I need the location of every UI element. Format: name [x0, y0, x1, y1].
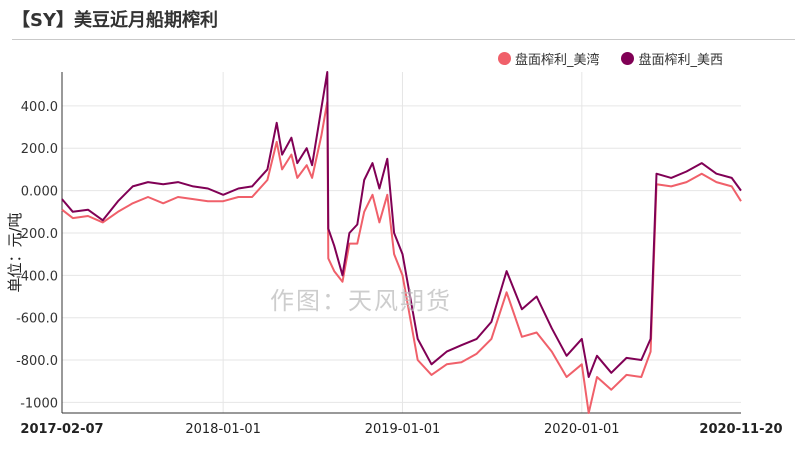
- y-axis-label: 单位：元/吨: [6, 212, 24, 292]
- y-tick-label: 0.000: [21, 185, 58, 200]
- legend-dot-series1: [497, 52, 511, 65]
- series-line-1: [61, 100, 742, 414]
- series-line-2: [61, 71, 742, 378]
- x-tick-label: 2017-02-07: [20, 422, 103, 437]
- y-tick-label: 200.0: [21, 142, 58, 157]
- legend: 盘面榨利_美湾 盘面榨利_美西: [497, 49, 723, 68]
- legend-item-series1[interactable]: 盘面榨利_美湾: [497, 49, 600, 68]
- y-tick-label: -1000: [20, 396, 58, 411]
- y-tick-label: -200.0: [16, 227, 58, 242]
- x-tick-label: 2020-11-20: [699, 422, 782, 437]
- x-tick-label: 2019-01-01: [365, 422, 441, 437]
- watermark: 作图：天风期货: [270, 287, 452, 315]
- legend-item-series2[interactable]: 盘面榨利_美西: [621, 49, 723, 68]
- x-tick-label: 2020-01-01: [544, 422, 620, 437]
- chart-title: 【SY】美豆近月船期榨利: [12, 10, 218, 31]
- legend-label-series1: 盘面榨利_美湾: [514, 53, 600, 68]
- y-tick-label: -800.0: [16, 354, 58, 369]
- y-tick-label: -400.0: [16, 269, 58, 284]
- y-tick-label: 400.0: [21, 100, 58, 115]
- legend-dot-series2: [621, 52, 635, 65]
- legend-label-series2: 盘面榨利_美西: [638, 53, 723, 68]
- title-divider: [12, 39, 795, 40]
- x-tick-label: 2018-01-01: [185, 422, 261, 437]
- y-tick-label: -600.0: [16, 312, 58, 327]
